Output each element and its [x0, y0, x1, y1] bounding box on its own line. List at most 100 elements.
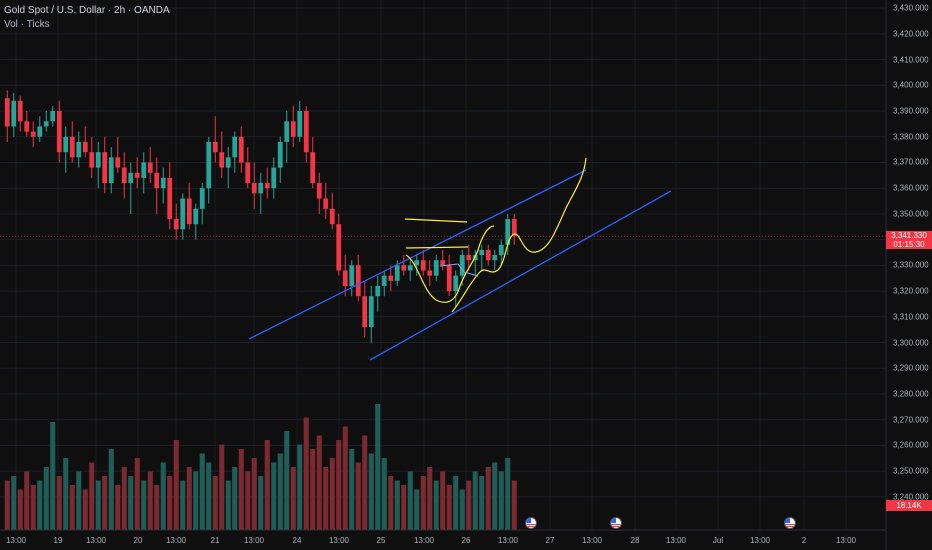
volume-bar — [245, 471, 251, 530]
candle-body — [134, 172, 140, 178]
volume-bar — [173, 440, 179, 530]
us-flag-icon[interactable] — [525, 517, 537, 529]
volume-bar — [76, 471, 82, 530]
candle-body — [459, 255, 465, 276]
candle-body — [271, 167, 277, 189]
symbol-title[interactable]: Gold Spot / U.S. Dollar · 2h · OANDA — [4, 5, 170, 16]
price-tick-label: 3,280.000 — [893, 389, 929, 399]
candle-body — [238, 136, 244, 163]
volume-bar — [414, 489, 420, 530]
volume-bar — [485, 467, 491, 530]
volume-bar — [342, 426, 348, 530]
candle-body — [56, 111, 62, 153]
volume-bar — [37, 480, 43, 530]
price-tick-label: 3,290.000 — [893, 363, 929, 373]
candle-body — [323, 198, 329, 209]
volume-bar — [219, 444, 225, 530]
volume-bar — [232, 467, 238, 530]
volume-bar — [225, 480, 231, 530]
candle-body — [108, 157, 114, 184]
candle-body — [258, 183, 264, 194]
volume-bar — [511, 480, 517, 530]
price-tick-label: 3,240.000 — [893, 492, 929, 502]
volume-bar — [427, 467, 433, 530]
projected-path-drawing — [451, 157, 587, 313]
candle-body — [43, 121, 49, 127]
volume-bar — [30, 485, 36, 530]
candle-body — [310, 152, 316, 184]
price-tick-label: 3,300.000 — [893, 338, 929, 348]
bar-countdown: 01:15:30 — [893, 240, 925, 249]
candle-body — [303, 111, 309, 153]
time-tick-label: 13:00 — [835, 536, 857, 545]
candle-body — [511, 219, 517, 237]
volume-bar — [121, 467, 127, 530]
volume-bar — [108, 449, 114, 530]
volume-bar — [303, 417, 309, 530]
channel-lower-line — [369, 190, 672, 361]
us-flag-icon[interactable] — [784, 517, 796, 529]
volume-bar — [206, 462, 212, 530]
volume-bar — [453, 476, 459, 530]
candle-body — [433, 260, 439, 276]
volume-bar — [50, 422, 56, 530]
candle-body — [193, 208, 199, 225]
candle-body — [69, 136, 75, 158]
price-tick-label: 3,410.000 — [893, 55, 929, 65]
candle-body — [180, 198, 186, 230]
candle-body — [355, 265, 361, 297]
volume-bar — [336, 440, 342, 530]
volume-bar — [362, 435, 368, 530]
candle-body — [30, 131, 36, 137]
time-tick-label: 13:00 — [749, 536, 771, 545]
volume-bar — [43, 467, 49, 530]
candle-body — [394, 265, 400, 281]
volume-bar — [186, 467, 192, 530]
resistance-marker-line — [404, 218, 468, 223]
time-tick-label: Jul — [712, 536, 724, 545]
candle-body — [89, 152, 95, 168]
volume-indicator-title[interactable]: Vol · Ticks — [4, 19, 50, 30]
candle-body — [50, 111, 56, 122]
candle-body — [498, 244, 504, 256]
candle-body — [147, 162, 153, 173]
volume-bar — [355, 462, 361, 530]
user-drawings[interactable] — [248, 157, 672, 361]
volume-bar — [375, 404, 381, 530]
time-tick-label: 13:00 — [497, 536, 519, 545]
volume-bar — [82, 489, 88, 530]
candle-body — [121, 167, 127, 184]
volume-bar — [498, 471, 504, 530]
candle-body — [4, 98, 10, 127]
volume-badge: 18.14K — [886, 500, 932, 511]
volume-bar — [323, 467, 329, 530]
volume-bar — [492, 462, 498, 530]
volume-bar — [63, 458, 69, 530]
candle-body — [277, 141, 283, 168]
candle-body — [492, 255, 498, 261]
volume-bar — [154, 485, 160, 530]
candle-body — [453, 275, 459, 292]
time-tick-label: 13:00 — [328, 536, 350, 545]
time-tick-label: 13:00 — [5, 536, 27, 545]
volume-bar — [505, 458, 511, 530]
time-tick-label: 27 — [545, 536, 555, 545]
candle-body — [407, 265, 413, 271]
candle-body — [290, 121, 296, 137]
volume-bar — [381, 458, 387, 530]
candle-body — [388, 275, 394, 281]
volume-bar — [407, 471, 413, 530]
volume-bar — [251, 458, 257, 530]
volume-bar — [388, 476, 394, 530]
volume-bar — [420, 476, 426, 530]
volume-bar — [433, 480, 439, 530]
volume-bar — [11, 476, 17, 530]
volume-bar — [290, 467, 296, 530]
price-tick-label: 3,270.000 — [893, 415, 929, 425]
volume-bar — [440, 471, 446, 530]
candle-body — [251, 183, 257, 194]
us-flag-icon[interactable] — [610, 517, 622, 529]
price-tick-label: 3,420.000 — [893, 29, 929, 39]
price-tick-label: 3,400.000 — [893, 80, 929, 90]
